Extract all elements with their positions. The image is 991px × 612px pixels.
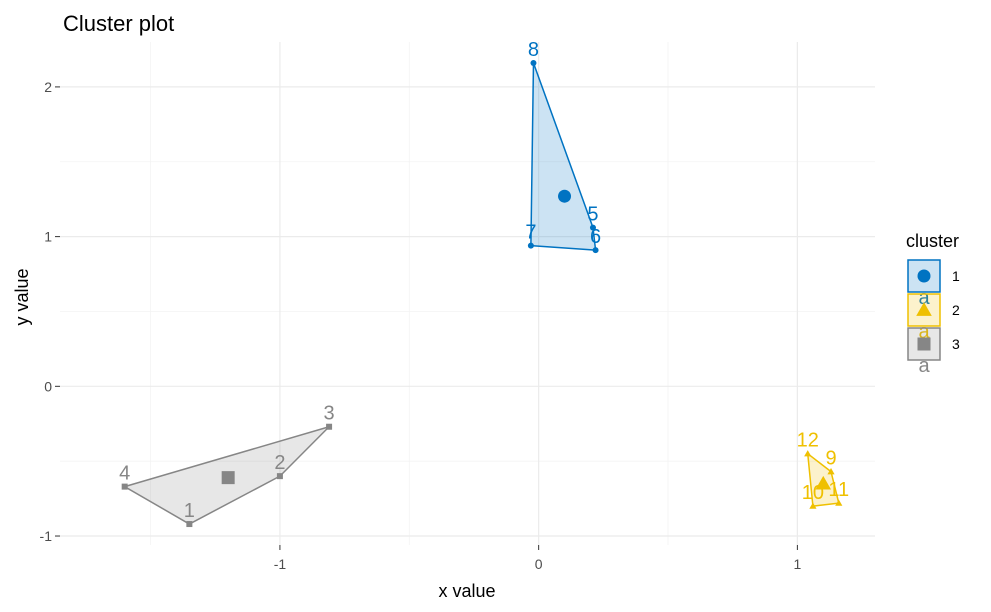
- legend-key-symbol: [917, 269, 931, 283]
- point-label: 12: [797, 430, 819, 452]
- y-tick-label: -1: [40, 528, 53, 544]
- axis-ticks: -1 0 1 -1 0 1 2: [40, 79, 802, 572]
- point-label: 1: [184, 500, 195, 522]
- y-axis-title: y value: [12, 268, 32, 325]
- point-marker: [592, 247, 599, 254]
- point-marker: [326, 423, 333, 430]
- legend-title: cluster: [906, 231, 959, 251]
- point-label: 5: [587, 204, 598, 226]
- y-tick-label: 1: [44, 229, 52, 245]
- cluster-center-3: [221, 471, 235, 485]
- point-marker: [121, 483, 128, 490]
- point-label: 9: [825, 448, 836, 470]
- point-marker: [276, 473, 283, 480]
- cluster-points: [121, 59, 843, 528]
- point-marker: [186, 521, 193, 528]
- chart-title: Cluster plot: [63, 11, 174, 36]
- point-label: 3: [324, 403, 335, 425]
- point-marker: [530, 59, 537, 66]
- point-marker: [809, 502, 817, 509]
- legend-label: 3: [952, 336, 960, 352]
- grid: [60, 42, 875, 545]
- point-marker: [835, 499, 843, 506]
- legend-key-symbol: [916, 302, 932, 316]
- point-marker: [589, 224, 596, 231]
- x-tick-label: -1: [274, 556, 287, 572]
- legend-key-text: a: [918, 287, 930, 309]
- point-label: 2: [274, 452, 285, 474]
- y-tick-label: 2: [44, 79, 52, 95]
- y-tick-label: 0: [44, 378, 52, 394]
- point-label: 6: [590, 226, 601, 248]
- point-marker: [804, 450, 812, 457]
- cluster-center-2: [815, 475, 832, 490]
- point-marker: [827, 468, 835, 475]
- legend-key-text: a: [918, 355, 930, 377]
- legend-label: 2: [952, 302, 960, 318]
- point-label: 7: [525, 222, 536, 244]
- point-label: 10: [802, 482, 824, 504]
- point-marker: [527, 242, 534, 249]
- cluster-center-1: [558, 189, 572, 203]
- x-axis-title: x value: [438, 581, 495, 601]
- legend-label: 1: [952, 268, 960, 284]
- point-label: 11: [828, 479, 849, 501]
- x-tick-label: 0: [535, 556, 543, 572]
- legend-key-symbol: [917, 337, 931, 351]
- point-label: 8: [528, 39, 539, 61]
- point-label: 4: [119, 463, 130, 485]
- x-tick-label: 1: [793, 556, 801, 572]
